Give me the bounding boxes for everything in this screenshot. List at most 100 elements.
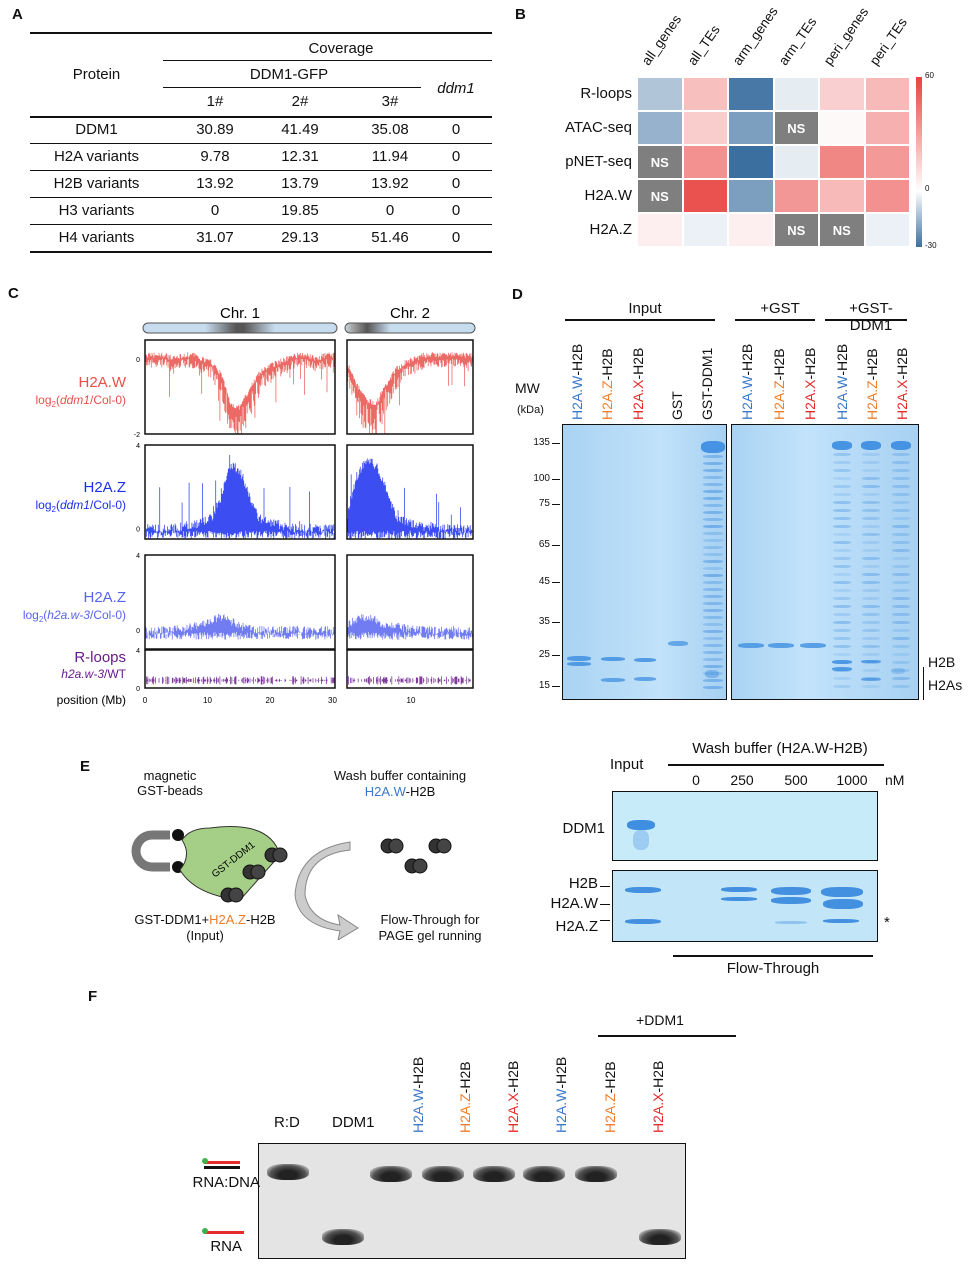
x-axis-label: position (Mb)	[57, 693, 126, 707]
track-frame	[145, 650, 335, 688]
input-lane-label: Input	[610, 756, 643, 773]
mw-tick	[552, 582, 560, 583]
protein-band	[862, 573, 880, 576]
protein-band	[625, 887, 661, 893]
heatmap-cell	[774, 77, 820, 111]
beads-label: magnetic	[115, 768, 225, 783]
protein-band	[892, 653, 910, 656]
lane-label: GST	[669, 332, 685, 420]
protein-band	[862, 605, 880, 608]
protein-band	[703, 637, 723, 640]
protein-band	[862, 589, 880, 592]
heatmap-cell	[728, 213, 774, 247]
heatmap-cell	[865, 179, 911, 213]
lane-suffix: -H2B	[771, 348, 787, 380]
mw-label: MW	[515, 380, 540, 396]
protein-band	[721, 897, 757, 901]
protein-band	[703, 539, 723, 542]
protein-band	[862, 461, 880, 464]
coverage-value: 29.13	[260, 229, 340, 246]
protein-band	[892, 557, 910, 560]
header-coverage: Coverage	[190, 40, 492, 57]
row-label-h2az: H2A.Z	[520, 918, 598, 935]
lane-label: H2A.W-H2B	[553, 1045, 569, 1133]
mw-tick	[552, 443, 560, 444]
protein-band	[892, 501, 910, 504]
protein-band	[668, 641, 688, 646]
mw-marker-label: 25	[522, 649, 550, 660]
protein-band	[862, 669, 880, 672]
variant-name: H2A.X	[802, 380, 818, 420]
header-rep-3: 3#	[350, 93, 430, 110]
lane-label: H2A.X-H2B	[802, 332, 818, 420]
beads-label-2: GST-beads	[115, 783, 225, 798]
heatmap-column-label: arm_TEs	[775, 15, 819, 68]
dna-strand-icon	[204, 1166, 240, 1169]
protein-band	[833, 469, 851, 472]
rna-strand-icon	[204, 1161, 240, 1164]
protein-band	[832, 667, 852, 671]
protein-band	[771, 887, 811, 895]
protein-band	[627, 820, 655, 830]
row-divider	[30, 143, 492, 144]
protein-band	[862, 685, 880, 688]
ddm1-group-label: +DDM1	[600, 1012, 720, 1028]
protein-band	[625, 919, 661, 924]
protein-band	[703, 567, 723, 570]
mw-tick	[552, 686, 560, 687]
variant-name: H2A.X	[630, 380, 646, 420]
lane-suffix: -H2B	[650, 1061, 666, 1093]
heatmap-cell	[683, 179, 729, 213]
track-name: H2A.W	[78, 374, 126, 391]
mw-tick	[552, 655, 560, 656]
lane-label: H2A.X-H2B	[505, 1045, 521, 1133]
protein-band	[833, 613, 851, 616]
mw-marker-label: 15	[522, 680, 550, 691]
flow-through-label-2: PAGE gel running	[360, 928, 500, 943]
protein-band	[703, 511, 723, 514]
heatmap-cell	[637, 213, 683, 247]
concentration-unit: nM	[885, 772, 904, 788]
lane-suffix: -H2B	[505, 1061, 521, 1093]
coverage-value: 13.92	[175, 175, 255, 192]
signal-trace	[145, 455, 335, 539]
heatmap-cell	[819, 145, 865, 179]
heatmap-cell	[819, 77, 865, 111]
heatmap-row-label: R-loops	[532, 85, 632, 102]
protein-band	[862, 549, 880, 552]
protein-band	[703, 574, 723, 577]
coverage-value: 13.92	[350, 175, 430, 192]
mw-unit: (kDa)	[517, 404, 544, 416]
protein-band	[892, 581, 910, 584]
protein-band	[892, 605, 910, 608]
protein-band	[892, 453, 910, 456]
protein-band	[703, 644, 723, 647]
rna-strand-icon	[204, 1231, 244, 1234]
protein-band	[821, 887, 863, 897]
heatmap-row-label: H2A.W	[532, 187, 632, 204]
lane-suffix: GST	[669, 391, 685, 420]
table-row: H3 variants 0 19.85 0 0	[30, 202, 492, 224]
heatmap-cell	[865, 145, 911, 179]
protein-band	[862, 477, 880, 480]
lane-suffix: -H2B	[457, 1061, 473, 1093]
table-row: H2A variants 9.78 12.31 11.94 0	[30, 148, 492, 170]
label-suffix: -H2B	[406, 784, 436, 799]
protein-band	[768, 643, 794, 648]
heatmap-cell-ns: NS	[774, 213, 820, 247]
wash-gel-panel: Input Wash buffer (H2A.W-H2B) 0 250 500 1000 n…	[520, 700, 940, 990]
x-tick-label: 20	[266, 696, 275, 705]
gel-group-label: +GST-DDM1	[830, 300, 912, 334]
heatmap-cell	[683, 213, 729, 247]
heatmap-cell	[637, 77, 683, 111]
row-label-h2b: H2B	[520, 875, 598, 892]
protein-band	[833, 493, 851, 496]
heatmap-cell-ns: NS	[774, 111, 820, 145]
protein-band	[833, 573, 851, 576]
protein-band	[833, 509, 851, 512]
lane-label: H2A.Z-H2B	[602, 1045, 618, 1133]
protein-band	[701, 441, 725, 453]
lane-suffix: -H2B	[802, 348, 818, 380]
protein-band	[892, 573, 910, 576]
group-underline	[825, 319, 907, 321]
